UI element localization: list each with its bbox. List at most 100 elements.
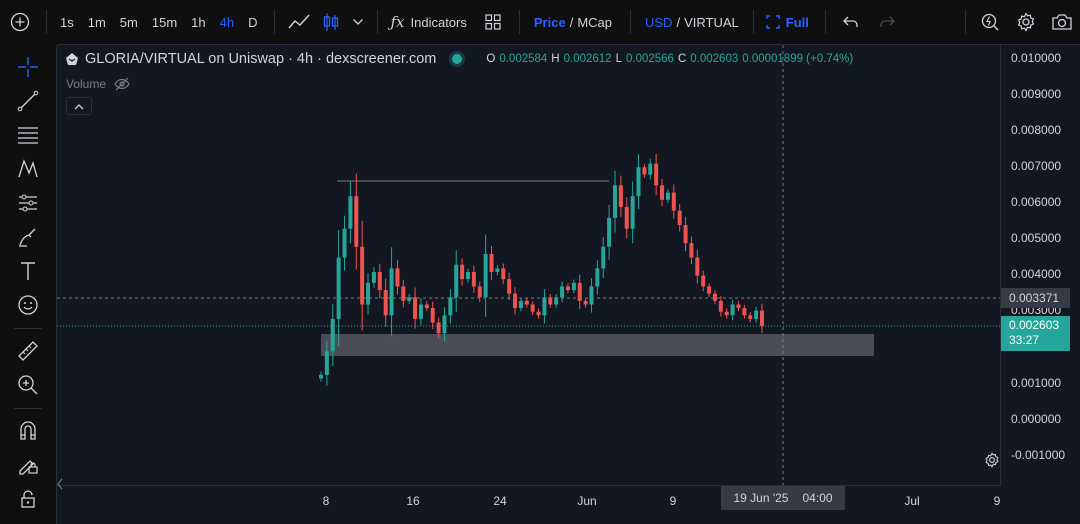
- zoom-in-icon: [18, 375, 38, 395]
- divider: [630, 10, 631, 34]
- tf-1d[interactable]: D: [248, 14, 258, 30]
- brush-tool[interactable]: [13, 222, 43, 252]
- high-value: 0.002612: [563, 53, 612, 65]
- candle-body: [618, 185, 623, 208]
- price-mcap-toggle[interactable]: Price / MCap: [526, 0, 620, 44]
- candle-body: [524, 300, 529, 305]
- pattern-tool[interactable]: [13, 154, 43, 184]
- price-axis[interactable]: 0.010000 0.009000 0.008000 0.007000 0.00…: [1000, 45, 1080, 485]
- tf-1s[interactable]: 1s: [60, 14, 74, 30]
- undo-button[interactable]: [832, 0, 870, 44]
- tf-15m[interactable]: 15m: [151, 14, 178, 30]
- chart-style-dropdown[interactable]: [345, 0, 371, 44]
- usd-option[interactable]: USD: [645, 14, 673, 30]
- snapshot-button[interactable]: [1044, 0, 1080, 44]
- dexscreener-logo-icon: [66, 53, 78, 65]
- market-open-indicator: [452, 54, 463, 64]
- indicators-button[interactable]: ƒx Indicators: [384, 0, 472, 44]
- mcap-option[interactable]: MCap: [577, 14, 612, 30]
- chevron-left-icon: [57, 478, 63, 490]
- settings-button[interactable]: [1008, 0, 1044, 44]
- brush-icon: [19, 228, 36, 247]
- gear-icon: [985, 452, 999, 468]
- divider: [14, 328, 42, 329]
- collapse-legend-button[interactable]: [66, 97, 92, 115]
- lock-drawing-icon: [19, 460, 38, 475]
- tf-1h[interactable]: 1h: [191, 14, 206, 30]
- chevron-up-icon: [74, 103, 84, 109]
- candles-layer: [319, 153, 764, 386]
- candle-body: [742, 308, 747, 316]
- virtual-option[interactable]: VIRTUAL: [684, 14, 739, 30]
- price-option[interactable]: Price: [533, 14, 566, 30]
- camera-icon: [1052, 14, 1072, 30]
- price-tick: 0.000000: [1011, 412, 1062, 426]
- redo-button[interactable]: [870, 0, 904, 44]
- measure-tool[interactable]: [13, 336, 43, 366]
- scroll-left-button[interactable]: [56, 478, 66, 496]
- time-axis[interactable]: 8 16 24 Jun 9 Jul 9 19 Jun '25 04:00: [57, 485, 1001, 524]
- fib-tool[interactable]: [13, 120, 43, 150]
- emoji-icon: [18, 295, 38, 315]
- last-price-badge: 0.002603 33:27: [1001, 316, 1070, 351]
- emoji-tool[interactable]: [13, 290, 43, 320]
- divider: [377, 10, 379, 34]
- candle-body: [671, 192, 676, 211]
- candle-body: [418, 304, 423, 319]
- chart-style-line-button[interactable]: [281, 0, 317, 44]
- text-tool[interactable]: [13, 256, 43, 286]
- candle-body: [583, 300, 588, 305]
- plus-circle-icon: [10, 12, 30, 32]
- tf-1m[interactable]: 1m: [87, 14, 106, 30]
- candle-body: [560, 286, 565, 298]
- candle-body: [642, 167, 647, 175]
- lock-all-tool[interactable]: [13, 484, 43, 514]
- time-tick: 9: [669, 494, 677, 508]
- currency-toggle[interactable]: USD / VIRTUAL: [637, 0, 747, 44]
- support-zone-rectangle[interactable]: [321, 334, 874, 356]
- tf-5m[interactable]: 5m: [119, 14, 138, 30]
- candle-body: [565, 286, 570, 291]
- trend-line-tool[interactable]: [13, 86, 43, 116]
- candle-body: [530, 304, 535, 312]
- candle-body: [724, 311, 729, 316]
- candle-body: [336, 257, 341, 319]
- full-button[interactable]: Full: [760, 0, 815, 44]
- forecast-tool[interactable]: [13, 188, 43, 218]
- candle-body: [518, 300, 523, 309]
- stay-drawing-tool[interactable]: [13, 450, 43, 480]
- separator: /: [676, 14, 681, 30]
- chart-pane[interactable]: GLORIA/VIRTUAL on Uniswap · 4h · dexscre…: [56, 44, 1080, 524]
- price-tick: 0.007000: [1011, 159, 1062, 173]
- candle-body: [489, 253, 494, 272]
- quick-search-button[interactable]: [972, 0, 1008, 44]
- low-key: L: [615, 53, 622, 65]
- indicators-label: Indicators: [410, 14, 467, 30]
- axis-settings-button[interactable]: [978, 446, 1006, 474]
- candle-body: [395, 268, 400, 287]
- price-plot[interactable]: [57, 45, 1001, 485]
- chart-style-candle-button[interactable]: [317, 0, 345, 44]
- price-tick: 0.001000: [1011, 376, 1062, 390]
- candle-body: [354, 196, 359, 247]
- crosshair-tool[interactable]: [13, 52, 43, 82]
- time-tick: 8: [322, 494, 330, 508]
- layouts-button[interactable]: [473, 0, 513, 44]
- tf-4h[interactable]: 4h: [219, 14, 235, 30]
- zoom-tool[interactable]: [13, 370, 43, 400]
- candle-body: [630, 196, 635, 229]
- candle-body: [366, 282, 371, 305]
- candle-body: [554, 297, 559, 305]
- magnet-tool[interactable]: [13, 416, 43, 446]
- ohlc-values: O 0.002584 H 0.002612 L 0.002566 C 0.002603 …: [486, 53, 853, 65]
- add-symbol-button[interactable]: [0, 0, 40, 44]
- lock-icon: [21, 490, 35, 508]
- eye-off-icon[interactable]: [114, 77, 130, 91]
- candle-body: [448, 297, 453, 316]
- change-value: 0.00001899 (+0.74%): [742, 53, 854, 65]
- candle-body: [319, 374, 323, 379]
- divider: [752, 10, 754, 34]
- divider: [46, 10, 47, 34]
- candle-body: [466, 271, 470, 280]
- candle-body: [342, 228, 347, 258]
